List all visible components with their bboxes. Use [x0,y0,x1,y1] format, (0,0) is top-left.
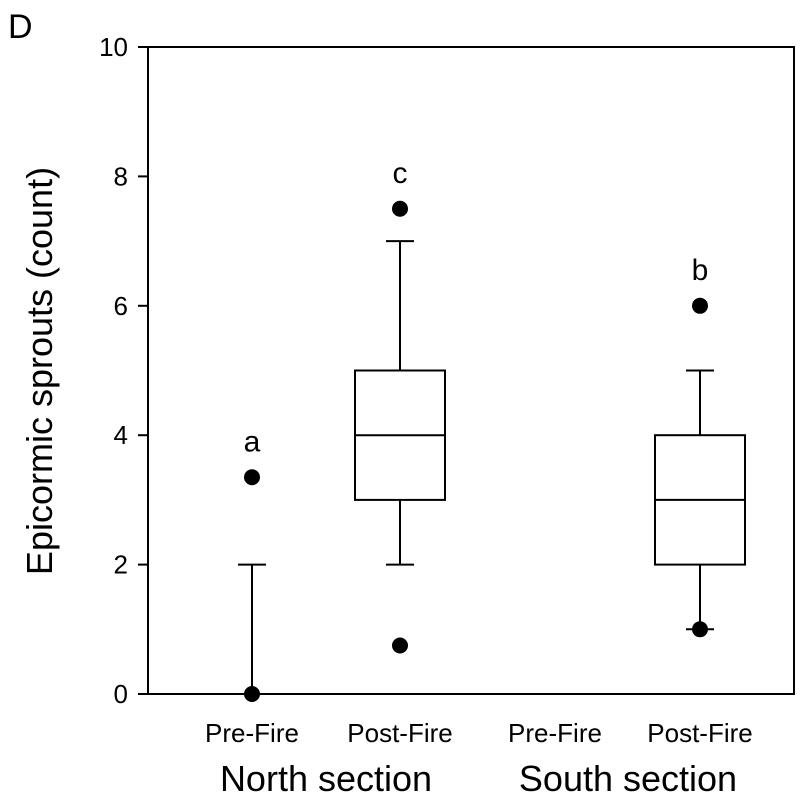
y-axis-label: Epicormic sprouts (count) [19,167,60,575]
y-axis: 0 2 4 6 8 10 [99,32,148,709]
significance-letter: c [393,157,408,190]
y-tick-label: 4 [114,420,128,450]
box-series: a c b [238,157,746,702]
x-category-label: Post-Fire [347,718,452,748]
box-4: b [654,254,746,638]
significance-letter: a [244,425,261,458]
plot-frame [147,46,795,695]
x-axis: Pre-Fire Post-Fire Pre-Fire Post-Fire North … [205,718,753,799]
box-1: a [238,425,266,702]
x-category-label: Pre-Fire [205,718,299,748]
panel-label: D [8,8,33,46]
significance-letter: b [692,254,709,287]
box-2: c [354,157,446,654]
outlier-point [244,469,260,486]
y-tick-label: 6 [114,291,128,321]
y-tick-label: 8 [114,161,128,191]
outlier-point [692,297,708,314]
x-category-label: Post-Fire [647,718,752,748]
y-tick-label: 0 [114,679,128,709]
y-tick-label: 2 [114,550,128,580]
outlier-point [392,637,408,654]
x-group-label: South section [519,758,737,799]
x-category-label: Pre-Fire [508,718,602,748]
y-tick-label: 10 [99,32,128,62]
x-group-label: North section [220,758,432,799]
outlier-point [244,686,260,702]
outlier-point [392,200,408,217]
outlier-point [692,621,708,638]
